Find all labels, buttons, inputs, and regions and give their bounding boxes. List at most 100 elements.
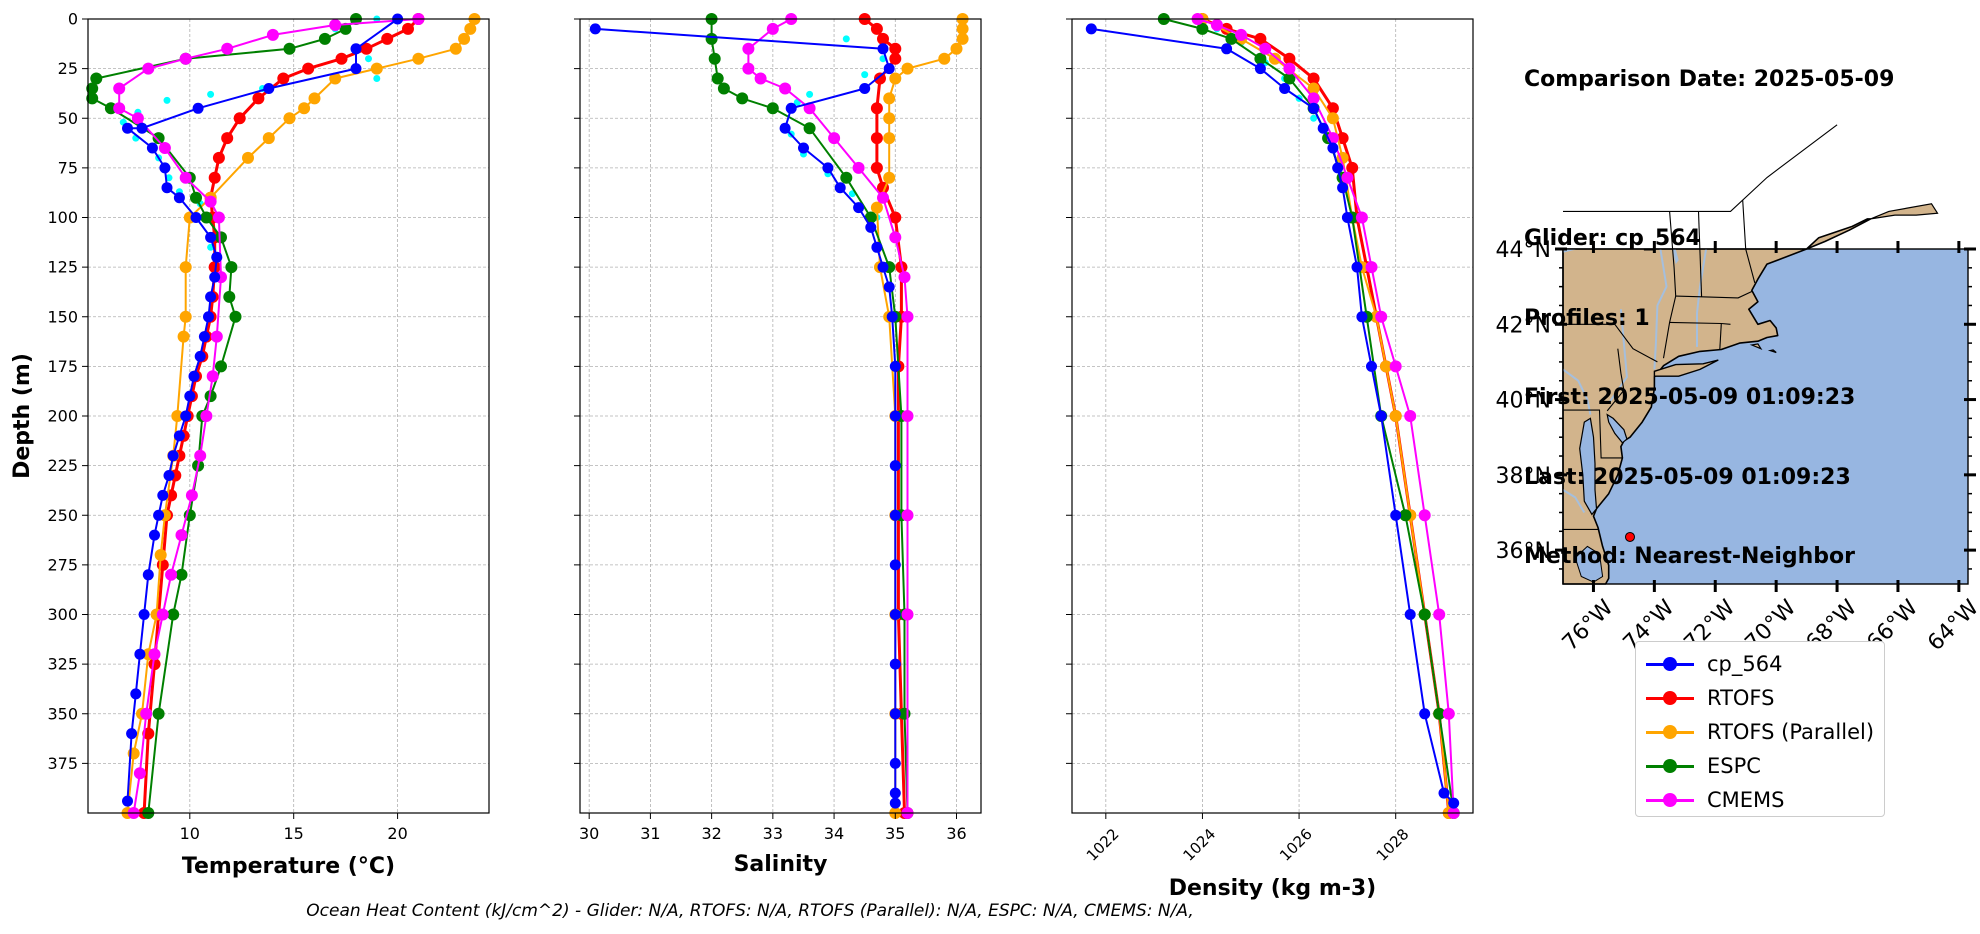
- data-point: [156, 608, 169, 621]
- lat-tick-label: 38°N: [1496, 464, 1551, 489]
- data-point: [852, 161, 865, 174]
- data-point: [883, 63, 895, 75]
- data-point: [1336, 132, 1349, 145]
- data-point: [1225, 32, 1238, 45]
- x-tick-label: 15: [284, 824, 304, 843]
- data-point: [834, 182, 846, 194]
- data-point: [1254, 32, 1267, 45]
- data-point: [204, 195, 217, 208]
- data-point: [223, 290, 236, 303]
- glider-location-marker: [1624, 531, 1635, 542]
- data-point: [179, 261, 192, 274]
- border-nj-pa: [1606, 348, 1625, 412]
- legend-item: RTOFS (Parallel): [1636, 716, 1884, 750]
- lon-tick-label: 76°W: [1558, 595, 1619, 656]
- data-point: [1389, 410, 1402, 422]
- data-point: [138, 609, 150, 620]
- data-point: [889, 559, 901, 571]
- data-point: [335, 52, 348, 65]
- chesapeake-bay: [1579, 417, 1598, 516]
- legend-item: CMEMS: [1636, 784, 1884, 818]
- lon-tick-label: 64°W: [1923, 595, 1980, 656]
- data-point: [175, 568, 188, 581]
- lat-tick-label: 42°N: [1496, 313, 1551, 338]
- data-point: [1366, 360, 1377, 372]
- data-point: [370, 62, 383, 75]
- lat-tick-label: 40°N: [1496, 389, 1551, 414]
- data-point: [889, 42, 902, 55]
- data-point: [1418, 608, 1431, 621]
- marthas-vineyard: [1749, 343, 1763, 350]
- legend-item: ESPC: [1636, 750, 1884, 784]
- data-point: [1365, 261, 1378, 274]
- x-tick-label: 35: [885, 824, 905, 843]
- data-point: [889, 658, 901, 670]
- data-point: [156, 558, 169, 571]
- data-point: [177, 330, 190, 343]
- data-point: [225, 261, 238, 274]
- lake-champlain: [1672, 249, 1679, 265]
- data-point: [133, 767, 146, 780]
- data-point: [221, 132, 234, 145]
- data-point: [883, 132, 896, 145]
- data-point: [889, 708, 901, 720]
- x-tick-label: 1028: [1373, 825, 1413, 865]
- data-point: [298, 102, 311, 115]
- data-point: [1327, 142, 1339, 154]
- legend-label: CMEMS: [1707, 788, 1785, 812]
- data-point: [950, 42, 963, 55]
- y-tick-label: 125: [47, 258, 78, 277]
- data-point: [871, 241, 883, 253]
- hudson-river: [1653, 248, 1668, 370]
- data-point: [179, 52, 192, 65]
- data-point: [350, 63, 362, 75]
- data-point: [173, 430, 185, 442]
- data-point: [113, 102, 126, 115]
- x-axis-label: Salinity: [734, 852, 828, 877]
- data-point: [402, 22, 414, 35]
- data-point: [192, 102, 204, 114]
- data-point: [1196, 22, 1209, 35]
- lat-tick-label: 36°N: [1496, 539, 1551, 564]
- x-axis-label: Density (kg m-3): [1169, 876, 1377, 901]
- data-point: [1254, 63, 1266, 75]
- border-ma-north: [1675, 291, 1753, 299]
- data-point: [889, 787, 901, 799]
- data-point: [883, 112, 896, 125]
- profile-panel-2: [574, 13, 982, 819]
- data-point: [252, 92, 265, 105]
- data-point: [175, 529, 188, 542]
- data-point: [161, 182, 173, 194]
- data-point: [901, 62, 914, 75]
- data-point: [146, 142, 158, 154]
- comparison-method: Method: Nearest-Neighbor: [1524, 544, 1855, 569]
- data-point: [1332, 162, 1344, 174]
- profile-count: Profiles: 1: [1524, 305, 1650, 331]
- data-point: [142, 569, 154, 581]
- data-point: [886, 311, 898, 323]
- data-point: [221, 42, 234, 55]
- data-point: [956, 32, 969, 45]
- data-point: [86, 82, 99, 95]
- ocean-heat-content-footer: Ocean Heat Content (kJ/cm^2) - Glider: N…: [306, 901, 1194, 921]
- data-point: [877, 261, 889, 273]
- data-point: [179, 310, 192, 323]
- series-line-cp-564: [126, 18, 399, 802]
- data-point: [215, 360, 227, 373]
- data-point: [140, 707, 153, 720]
- first-profile-time: First: 2025-05-09 01:09:23: [1524, 385, 1856, 410]
- data-point: [1346, 161, 1359, 174]
- data-point: [938, 52, 951, 65]
- data-point: [449, 42, 462, 55]
- border-canada: [1563, 124, 1838, 212]
- y-tick-label: 150: [47, 307, 78, 326]
- data-point: [870, 102, 883, 115]
- border-mason-dixon: [1563, 409, 1623, 459]
- data-point: [229, 310, 242, 323]
- data-point: [458, 32, 471, 45]
- delaware-river: [1607, 309, 1628, 404]
- data-point: [365, 55, 372, 63]
- data-point: [889, 72, 902, 85]
- data-point: [803, 102, 816, 115]
- data-point: [142, 62, 155, 75]
